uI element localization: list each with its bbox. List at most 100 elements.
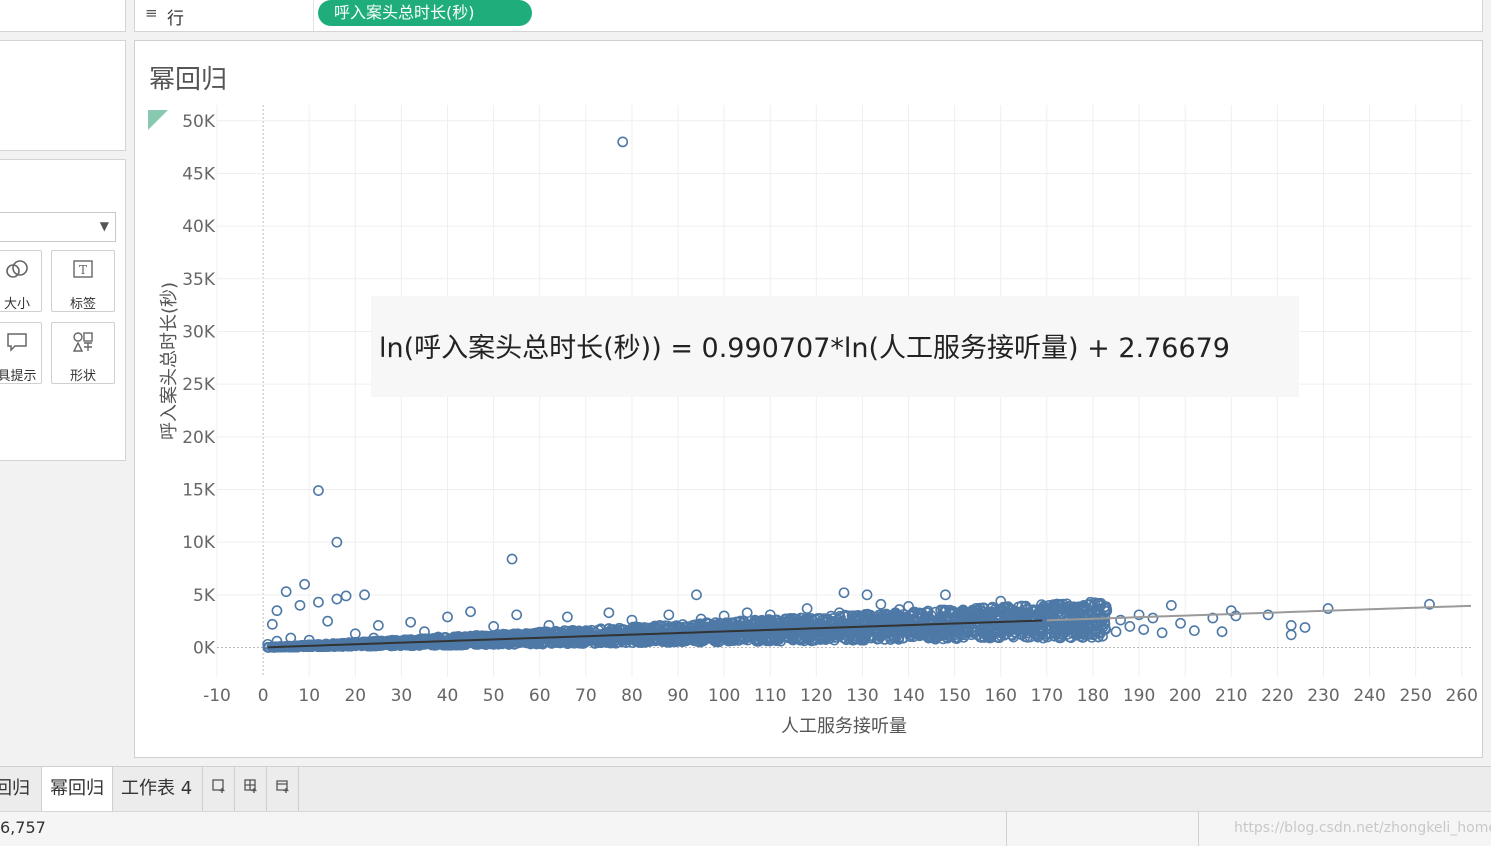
x-tick-label: 100 — [708, 686, 740, 706]
label-button[interactable]: T 标签 — [51, 250, 115, 312]
data-point — [709, 632, 721, 644]
chevron-down-icon: ▼ — [99, 219, 109, 233]
new-story-icon[interactable] — [267, 767, 299, 811]
rows-list-icon: ≡ — [145, 4, 158, 22]
rows-field-pill[interactable]: 呼入案头总时长(秒) — [318, 0, 532, 26]
size-icon — [0, 259, 41, 286]
data-point — [875, 598, 887, 610]
data-point — [458, 632, 470, 644]
data-point — [1059, 622, 1071, 633]
y-tick-label: 50K — [182, 112, 216, 132]
tab-worksheet-4[interactable]: 工作表 4 — [113, 767, 203, 811]
y-tick-label: 5K — [193, 586, 216, 606]
data-point — [833, 607, 845, 619]
data-point — [1207, 612, 1219, 624]
x-tick-label: 140 — [892, 686, 924, 706]
tooltip-icon — [0, 331, 41, 358]
data-point — [942, 627, 954, 638]
data-point — [405, 616, 417, 628]
pane-corner-marker — [148, 110, 168, 130]
data-point — [481, 632, 493, 643]
data-point — [838, 587, 850, 599]
data-point — [912, 612, 924, 624]
data-point — [893, 604, 905, 615]
scatter-chart[interactable]: -10 0 10 20 30 40 50 60 70 80 90 100 110 120 130 140 150… — [135, 41, 1482, 757]
data-point — [1299, 622, 1311, 633]
data-point — [1066, 604, 1078, 615]
data-point — [940, 589, 951, 601]
chart-title: 幂回归 — [149, 65, 228, 95]
data-point — [1156, 627, 1168, 639]
x-tick-label: 260 — [1446, 686, 1478, 706]
data-point — [1063, 611, 1075, 623]
x-tick-label: 190 — [1123, 686, 1155, 706]
data-point — [331, 593, 343, 605]
rows-shelf[interactable]: ≡ 行 呼入案头总时长(秒) — [134, 0, 1483, 32]
data-point — [1084, 599, 1096, 610]
data-point — [433, 638, 445, 650]
tab-regression[interactable]: 回归 — [0, 767, 42, 811]
new-dashboard-icon[interactable] — [235, 767, 267, 811]
pages-panel — [0, 40, 126, 151]
rows-shelf-label: 行 — [167, 9, 184, 29]
data-point — [349, 628, 361, 640]
status-divider — [1006, 812, 1007, 846]
shape-button[interactable]: 形状 — [51, 322, 115, 384]
data-point — [543, 619, 555, 631]
x-tick-label: 230 — [1307, 686, 1339, 706]
data-point — [695, 613, 707, 625]
data-point — [1092, 631, 1104, 643]
data-point — [741, 607, 753, 619]
data-point — [1004, 617, 1016, 629]
x-tick-label: 20 — [344, 686, 366, 706]
data-point — [743, 622, 755, 634]
data-point — [846, 610, 858, 622]
data-point — [1077, 631, 1089, 643]
x-tick-label: 240 — [1353, 686, 1385, 706]
data-point — [1071, 624, 1082, 636]
data-point — [828, 625, 839, 637]
data-point — [1005, 603, 1017, 615]
tooltip-button[interactable]: 具提示 — [0, 322, 42, 384]
new-worksheet-icon[interactable] — [203, 767, 235, 811]
data-point — [396, 639, 407, 651]
x-tick-label: 200 — [1169, 686, 1201, 706]
data-point — [642, 626, 654, 638]
data-point — [1070, 629, 1082, 641]
data-point — [801, 613, 813, 625]
data-point — [1092, 607, 1103, 619]
data-point — [1002, 601, 1014, 613]
data-point — [442, 611, 453, 623]
data-point — [926, 632, 938, 644]
data-point — [725, 632, 737, 643]
data-point — [303, 634, 315, 646]
x-tick-label: 40 — [437, 686, 459, 706]
data-point — [603, 607, 615, 619]
data-point — [903, 601, 914, 612]
tab-power-regression[interactable]: 幂回归 — [42, 767, 113, 811]
data-point — [958, 606, 970, 618]
data-point — [788, 612, 799, 624]
x-tick-label: 70 — [575, 686, 597, 706]
trend-line — [267, 619, 1043, 649]
data-point — [995, 630, 1007, 641]
status-bar: 6,757 https://blog.csdn.net/zhongkeli_ho… — [0, 811, 1491, 846]
data-point — [876, 611, 887, 623]
data-point — [488, 621, 500, 632]
data-point — [1285, 619, 1297, 631]
data-point — [1133, 609, 1145, 621]
x-tick-label: 160 — [985, 686, 1017, 706]
data-point — [1099, 622, 1111, 634]
data-point — [922, 631, 934, 643]
data-point — [285, 632, 297, 644]
mark-type-dropdown[interactable]: ▼ — [0, 212, 116, 242]
data-point — [451, 633, 463, 645]
y-tick-label: 25K — [182, 375, 216, 395]
x-tick-label: 30 — [391, 686, 413, 706]
data-point — [262, 638, 274, 650]
x-tick-label: 90 — [667, 686, 689, 706]
data-point — [331, 536, 343, 548]
size-button[interactable]: 大小 — [0, 250, 42, 312]
data-point — [989, 604, 1000, 616]
data-point — [809, 625, 821, 637]
